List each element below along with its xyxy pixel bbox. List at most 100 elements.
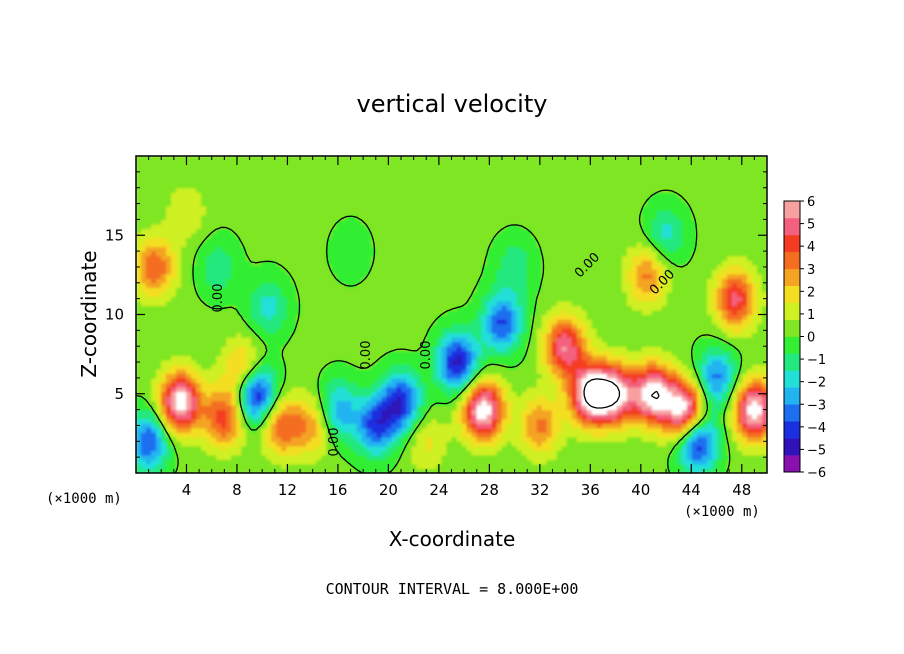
heatmap-cell [201, 309, 207, 316]
heatmap-cell [501, 355, 508, 361]
heatmap-cell [181, 296, 187, 302]
heatmap-cell [281, 291, 287, 297]
heatmap-cell [161, 427, 167, 433]
heatmap-cell [411, 450, 418, 456]
heatmap-cell [156, 427, 162, 433]
heatmap-cell [656, 355, 663, 361]
heatmap-cell [421, 391, 428, 397]
heatmap-cell [616, 414, 623, 420]
heatmap-cell [746, 405, 753, 411]
heatmap-cell [441, 414, 448, 420]
heatmap-cell [751, 450, 758, 456]
heatmap-cell [366, 355, 372, 361]
heatmap-cell [751, 346, 758, 352]
heatmap-cell [566, 346, 573, 352]
heatmap-cell [611, 450, 618, 456]
heatmap-cell [646, 423, 653, 429]
heatmap-cell [221, 414, 227, 420]
heatmap-cell [141, 350, 147, 356]
heatmap-cell [416, 341, 423, 347]
heatmap-cell [206, 300, 212, 307]
heatmap-cell [496, 432, 503, 438]
heatmap-cell [676, 463, 683, 470]
heatmap-cell [466, 350, 473, 356]
heatmap-cell [186, 454, 192, 461]
heatmap-cell [456, 386, 463, 393]
heatmap-cell [721, 436, 728, 442]
heatmap-cell [471, 382, 478, 388]
heatmap-cell [311, 405, 317, 411]
heatmap-cell [741, 468, 748, 473]
heatmap-cell [591, 309, 598, 316]
heatmap-cell [201, 409, 207, 415]
heatmap-cell [201, 359, 207, 365]
heatmap-cell [236, 454, 242, 461]
heatmap-cell [666, 386, 673, 393]
heatmap-cell [236, 450, 242, 456]
heatmap-cell [536, 377, 543, 384]
heatmap-cell [321, 346, 327, 352]
heatmap-cell [171, 346, 177, 352]
heatmap-cell [151, 350, 157, 356]
heatmap-cell [241, 359, 247, 365]
heatmap-cell [266, 296, 272, 302]
heatmap-cell [516, 337, 523, 343]
heatmap-cell [536, 346, 543, 352]
heatmap-cell [566, 418, 573, 424]
heatmap-cell [191, 405, 197, 411]
heatmap-cell [736, 396, 743, 402]
heatmap-cell [666, 341, 673, 347]
heatmap-cell [216, 436, 222, 442]
heatmap-cell [541, 423, 548, 429]
heatmap-cell [701, 400, 708, 406]
heatmap-cell [541, 323, 548, 329]
heatmap-cell [751, 418, 758, 424]
heatmap-cell [456, 305, 463, 311]
heatmap-cell [596, 441, 603, 447]
heatmap-cell [416, 386, 423, 393]
heatmap-cell [446, 364, 453, 370]
heatmap-cell [536, 373, 543, 379]
heatmap-cell [661, 414, 668, 420]
heatmap-cell [681, 386, 688, 393]
heatmap-cell [546, 332, 553, 338]
heatmap-cell [621, 432, 628, 438]
heatmap-cell [366, 382, 372, 388]
heatmap-cell [311, 291, 317, 297]
heatmap-cell [261, 391, 267, 397]
heatmap-cell [346, 346, 352, 352]
heatmap-cell [166, 445, 172, 451]
heatmap-cell [306, 373, 312, 379]
heatmap-cell [446, 427, 453, 433]
heatmap-cell [276, 459, 282, 465]
heatmap-cell [606, 300, 613, 307]
heatmap-cell [691, 319, 698, 325]
heatmap-cell [156, 350, 162, 356]
heatmap-cell [346, 382, 352, 388]
heatmap-cell [431, 459, 438, 465]
heatmap-cell [266, 441, 272, 447]
heatmap-cell [176, 409, 182, 415]
heatmap-cell [241, 373, 247, 379]
heatmap-cell [306, 305, 312, 311]
heatmap-cell [186, 396, 192, 402]
heatmap-cell [386, 432, 393, 438]
heatmap-cell [286, 423, 292, 429]
heatmap-cell [441, 350, 448, 356]
heatmap-cell [381, 396, 387, 402]
heatmap-cell [211, 409, 217, 415]
heatmap-cell [236, 359, 242, 365]
heatmap-cell [211, 314, 217, 320]
heatmap-cell [721, 414, 728, 420]
heatmap-cell [591, 463, 598, 470]
heatmap-cell [626, 454, 633, 461]
heatmap-cell [246, 427, 252, 433]
heatmap-cell [356, 328, 362, 334]
heatmap-cell [521, 296, 528, 302]
heatmap-cell [446, 468, 453, 473]
heatmap-cell [301, 355, 307, 361]
heatmap-cell [366, 291, 372, 297]
heatmap-cell [216, 323, 222, 329]
heatmap-cell [491, 454, 498, 461]
heatmap-cell [271, 323, 277, 329]
